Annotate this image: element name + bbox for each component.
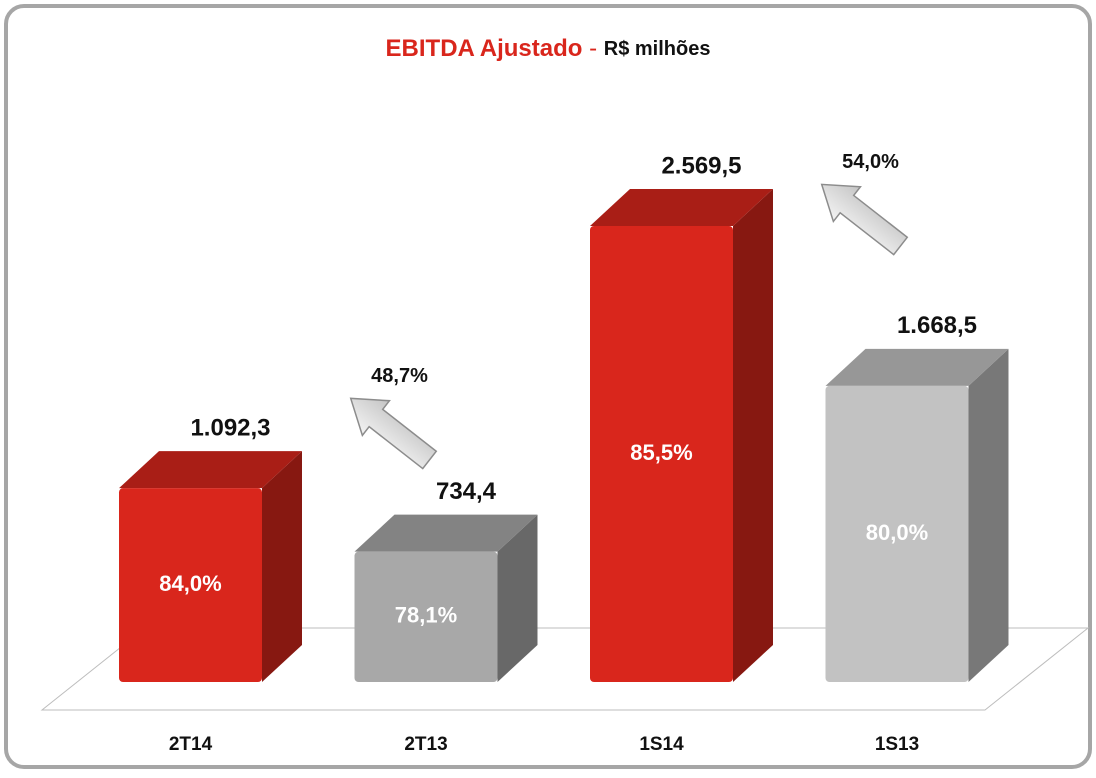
bar-side	[262, 451, 302, 682]
value-label: 2.569,5	[661, 152, 741, 179]
margin-label: 78,1%	[395, 603, 457, 628]
value-label: 734,4	[436, 478, 497, 505]
x-tick-label: 2T13	[404, 734, 447, 755]
separator: -	[582, 35, 603, 62]
bar-side	[968, 348, 1009, 682]
margin-label: 84,0%	[159, 571, 221, 596]
growth-arrow	[820, 183, 909, 256]
bar-top	[119, 451, 302, 489]
growth-label: 54,0%	[842, 151, 899, 173]
value-label: 1.668,5	[897, 312, 977, 339]
margin-label: 85,5%	[630, 440, 692, 465]
margin-label: 80,0%	[866, 520, 928, 545]
arrow-shape	[349, 397, 438, 470]
bar-top	[354, 514, 538, 552]
subtitle: R$ milhões	[604, 38, 711, 60]
bar	[590, 226, 733, 682]
bar-side	[497, 514, 538, 682]
x-tick-label: 1S13	[875, 734, 919, 755]
title: EBITDA Ajustado	[386, 35, 583, 62]
growth-label: 48,7%	[371, 365, 428, 387]
chart-title: EBITDA Ajustado - R$ milhões	[386, 35, 711, 62]
bar	[825, 385, 969, 682]
bar	[119, 488, 262, 682]
growth-arrow	[349, 397, 438, 470]
bar-side	[733, 189, 773, 682]
bar-top	[825, 348, 1009, 386]
bar	[354, 551, 498, 682]
x-tick-label: 1S14	[639, 734, 684, 755]
bar-top	[590, 189, 773, 226]
x-tick-label: 2T14	[169, 734, 213, 755]
value-label: 1.092,3	[190, 414, 270, 441]
arrow-shape	[820, 183, 909, 256]
plot: 1.092,3 84,0% 2T14 734,4 78,1% 2T13 2.569,5 85,…	[119, 151, 1009, 755]
